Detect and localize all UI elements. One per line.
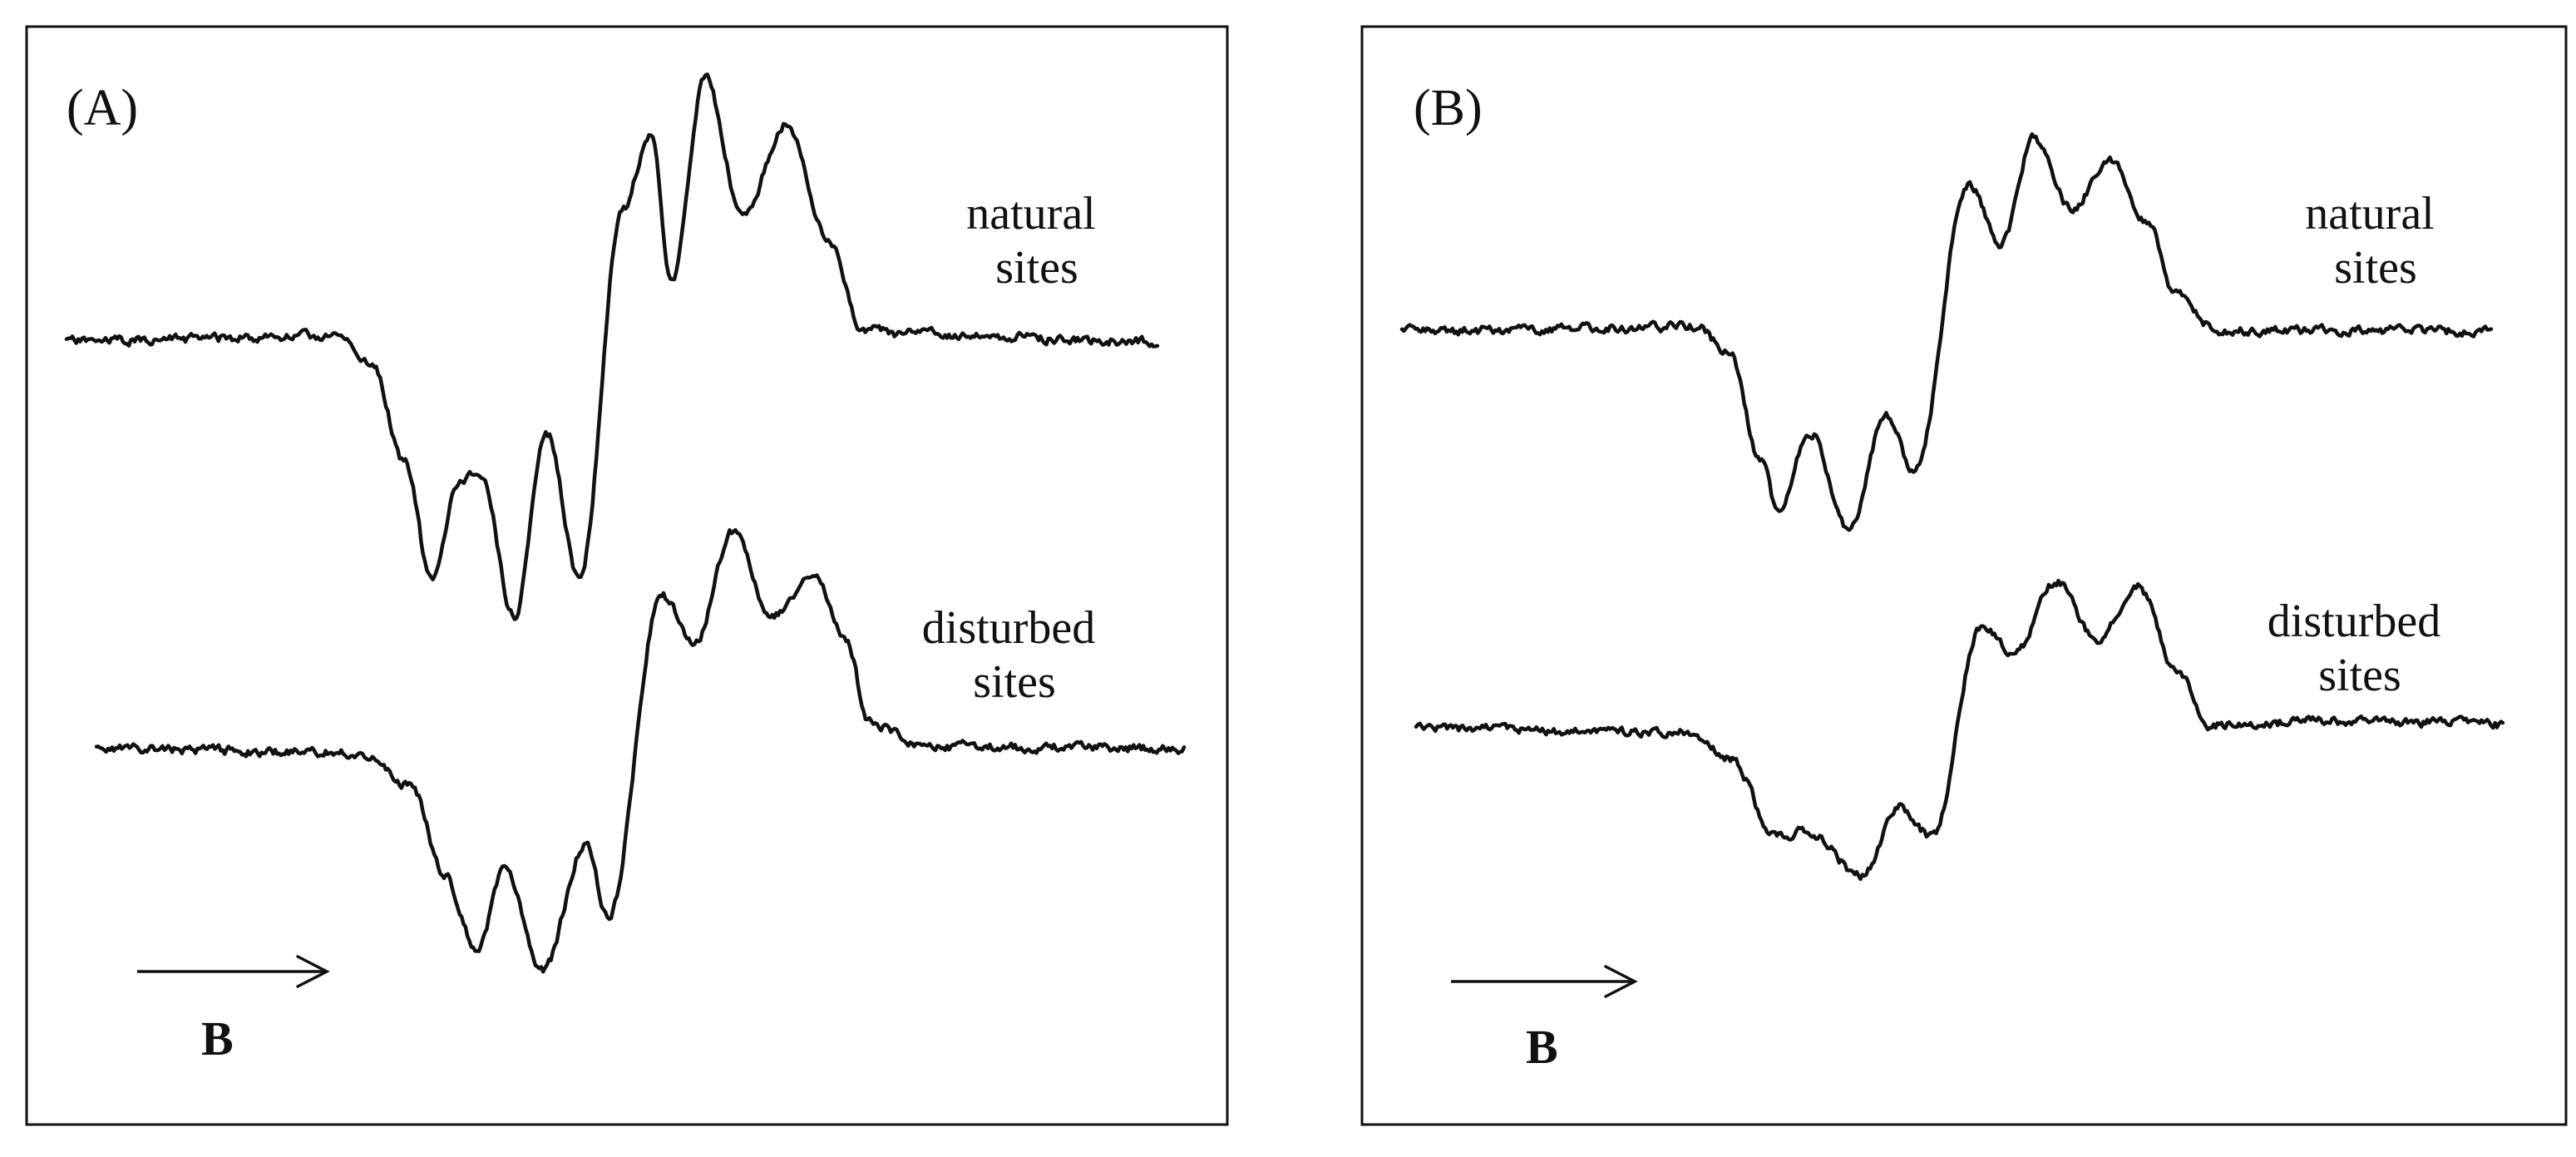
- panel-a-natural-sites-trace: [64, 72, 1160, 621]
- panel-b-field-label: B: [1526, 1020, 1558, 1074]
- panel-b-field-arrow: [1451, 965, 1638, 998]
- panel-b: (B) natural sites disturbed sites B: [1360, 25, 2568, 1126]
- panel-a-disturbed-sites-label-line-2: sites: [973, 656, 1056, 708]
- panel-a-disturbed-sites-label: disturbed sites: [922, 602, 1107, 708]
- panel-a-field-arrow: [137, 955, 330, 988]
- panel-a-natural-sites-label-line-1: natural: [966, 188, 1095, 240]
- panel-a-disturbed-sites-label-line-1: disturbed: [922, 602, 1095, 654]
- panel-a-field-label: B: [201, 1011, 234, 1066]
- panel-a-natural-sites-label-line-2: sites: [995, 242, 1078, 294]
- panel-a: (A) natural sites disturbed sites B: [25, 25, 1229, 1126]
- panel-a-letter: (A): [67, 80, 138, 136]
- panel-b-natural-sites-label-line-1: natural: [2305, 188, 2434, 240]
- panel-b-natural-sites-label-line-2: sites: [2334, 242, 2417, 294]
- panel-b-disturbed-sites-label: disturbed sites: [2268, 596, 2452, 701]
- panel-a-natural-sites-label: natural sites: [966, 188, 1107, 294]
- panel-a-disturbed-sites-trace: [94, 527, 1187, 974]
- panel-b-disturbed-sites-label-line-1: disturbed: [2268, 596, 2440, 647]
- panel-b-disturbed-sites-label-line-2: sites: [2318, 650, 2401, 701]
- panel-b-natural-sites-label: natural sites: [2305, 188, 2445, 294]
- panel-a-field-arrow-head: [296, 955, 330, 988]
- panel-b-natural-sites-trace: [1399, 131, 2494, 532]
- panel-b-field-arrow-head: [1604, 965, 1638, 998]
- panel-b-frame: [1360, 25, 2568, 1126]
- panel-b-letter: (B): [1414, 80, 1483, 136]
- panel-b-disturbed-sites-trace: [1414, 578, 2505, 882]
